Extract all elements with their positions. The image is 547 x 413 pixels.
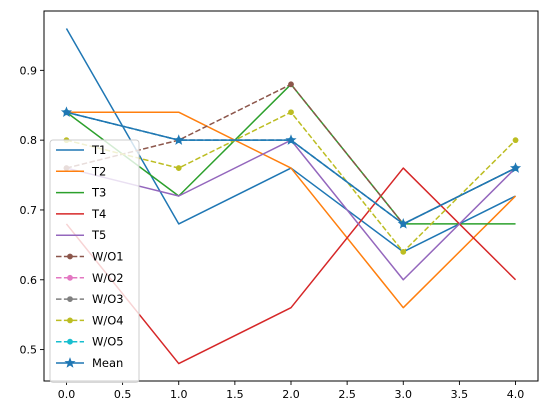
legend-marker: [67, 317, 73, 324]
data-point-mean: [173, 134, 185, 145]
legend-item-w-o4: W/O4: [56, 313, 124, 327]
legend-label: W/O1: [92, 250, 124, 264]
legend-item-w-o1: W/O1: [56, 250, 124, 264]
legend-item-t5: T5: [56, 228, 106, 242]
y-tick-label: 0.5: [20, 344, 38, 357]
y-tick-label: 0.6: [20, 274, 38, 287]
series-line-t2: [66, 111, 517, 309]
legend-label: W/O4: [92, 313, 124, 327]
x-tick-label: 1.5: [226, 388, 244, 401]
x-tick-label: 1.0: [170, 388, 188, 401]
legend-marker: [67, 296, 73, 302]
legend-label: T4: [91, 207, 106, 221]
data-point-w-o4: [400, 248, 407, 255]
y-tick-label: 0.9: [20, 64, 38, 77]
data-point-mean: [397, 218, 409, 229]
legend: T1 T2 T3 T4 T5 W/O1 W/O2 W/O3 W/O4 W/O5 Mean: [49, 139, 140, 383]
legend-marker: [67, 338, 73, 345]
y-tick-label: 0.7: [20, 204, 38, 217]
legend-marker: [67, 253, 73, 260]
y-tick-label: 0.8: [20, 134, 38, 147]
legend-item-w-o2: W/O2: [56, 271, 124, 285]
y-axis: 0.5 0.6 0.7 0.8 0.9: [20, 64, 44, 357]
data-point-w-o1: [288, 81, 294, 88]
x-tick-label: 3.0: [395, 388, 413, 401]
legend-label: T5: [91, 228, 106, 242]
legend-item-w-o3: W/O3: [56, 292, 124, 306]
legend-label: W/O2: [92, 271, 124, 285]
legend-item-mean: Mean: [56, 356, 123, 370]
legend-label: W/O5: [92, 335, 124, 349]
legend-label: T2: [91, 164, 106, 178]
legend-label: W/O3: [92, 292, 124, 306]
data-point-mean: [60, 106, 73, 117]
x-tick-label: 3.5: [451, 388, 469, 401]
data-point-mean: [285, 134, 297, 145]
series-t2: [66, 111, 517, 309]
x-tick-label: 0.5: [114, 388, 132, 401]
data-point-w-o4: [512, 137, 519, 144]
legend-marker: [64, 357, 76, 368]
x-tick-label: 0.0: [58, 388, 76, 401]
series-mean: [60, 106, 522, 229]
plot-lines: [60, 28, 522, 365]
legend-item-t4: T4: [56, 207, 106, 221]
x-tick-label: 2.0: [282, 388, 300, 401]
legend-label: T3: [91, 186, 106, 200]
data-point-w-o4: [175, 165, 182, 171]
legend-marker: [67, 274, 73, 281]
x-tick-label: 4.0: [507, 388, 525, 401]
legend-item-w-o5: W/O5: [56, 335, 124, 349]
data-point-mean: [509, 162, 522, 173]
x-tick-label: 2.5: [338, 388, 356, 401]
legend-label: Mean: [92, 356, 123, 370]
x-axis: 0.0 0.5 1.0 1.5 2.0 2.5 3.0 3.5 4.0: [58, 381, 525, 401]
legend-item-t3: T3: [56, 186, 106, 200]
data-point-w-o4: [288, 109, 294, 116]
legend-item-t2: T2: [56, 164, 106, 178]
legend-item-t1: T1: [56, 143, 106, 157]
legend-label: T1: [91, 143, 106, 157]
